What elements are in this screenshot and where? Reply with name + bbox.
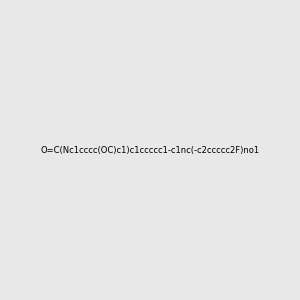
Text: O=C(Nc1cccc(OC)c1)c1ccccc1-c1nc(-c2ccccc2F)no1: O=C(Nc1cccc(OC)c1)c1ccccc1-c1nc(-c2ccccc… [40, 146, 260, 154]
